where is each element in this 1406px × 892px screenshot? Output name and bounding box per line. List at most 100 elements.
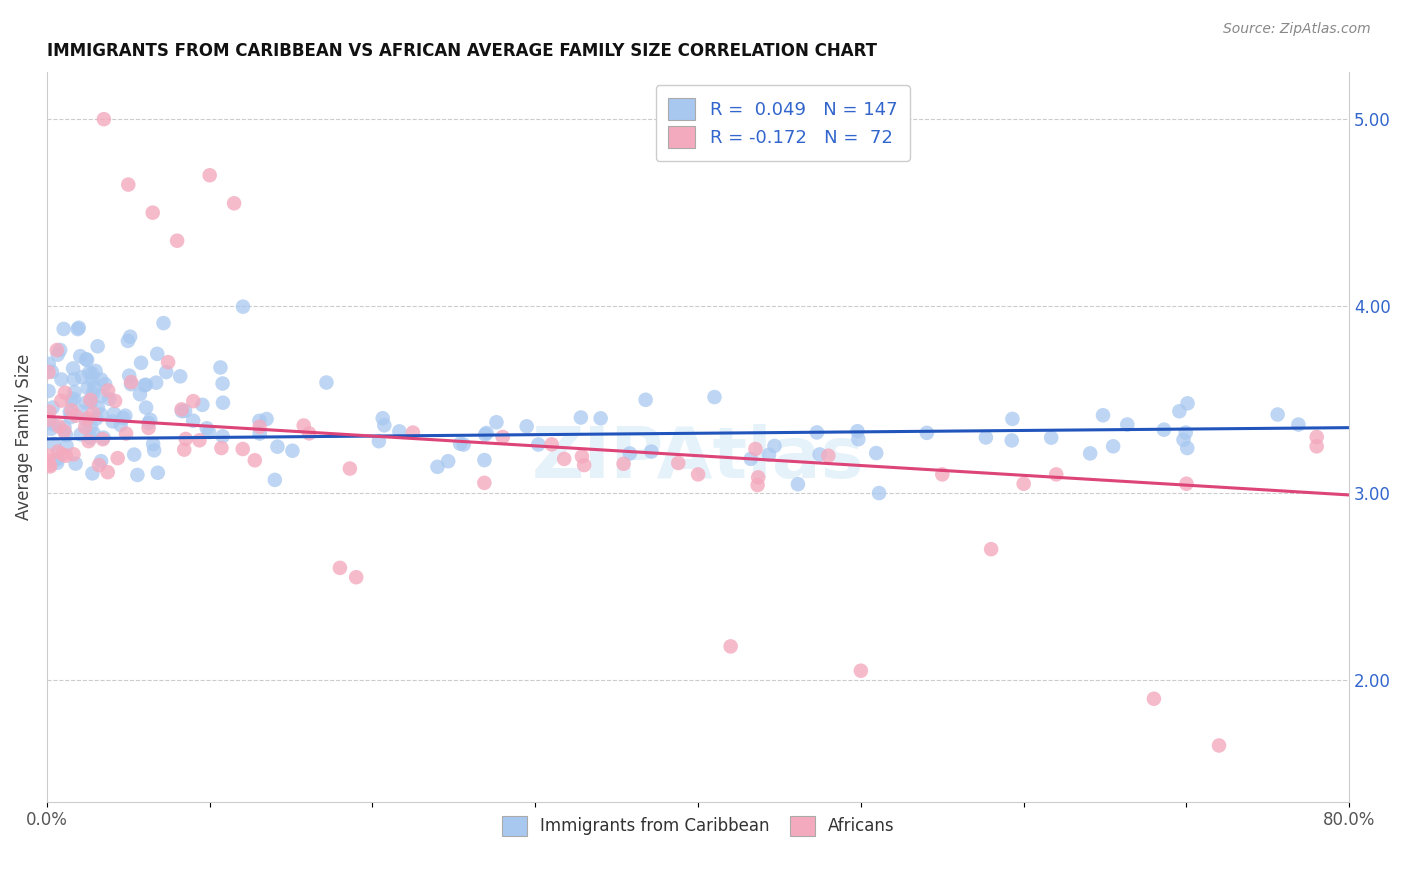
Point [849,664,872,678]
Point [868,486,890,500]
Point [91,432,114,446]
Point [65,457,87,471]
Point [87,458,110,472]
Point [1175,476,1198,491]
Point [82,386,104,401]
Point [93,112,115,127]
Point [139,413,162,427]
Point [59,410,82,425]
Point [80,419,103,434]
Point [373,418,395,433]
Point [46,348,69,362]
Point [90,408,112,422]
Point [437,454,460,468]
Point [1305,430,1327,444]
Point [744,442,766,456]
Point [232,300,254,314]
Point [402,425,425,440]
Point [38,449,60,463]
Point [157,355,180,369]
Point [62,361,84,376]
Point [86,411,108,425]
Point [103,407,125,421]
Point [1153,423,1175,437]
Point [974,430,997,444]
Point [703,390,725,404]
Point [143,443,166,458]
Point [720,640,742,654]
Point [66,322,89,336]
Point [174,432,197,446]
Point [232,442,254,456]
Point [740,451,762,466]
Point [1173,433,1195,447]
Point [52,322,75,336]
Point [117,178,139,192]
Point [449,436,471,450]
Point [60,393,83,408]
Point [38,384,60,398]
Point [46,452,69,467]
Point [42,437,65,451]
Point [195,421,218,435]
Point [266,440,288,454]
Point [619,446,641,460]
Point [104,393,127,408]
Point [112,411,135,425]
Point [747,478,769,492]
Point [49,343,72,357]
Point [492,430,515,444]
Point [475,425,498,440]
Point [1012,476,1035,491]
Point [38,365,60,379]
Point [97,465,120,479]
Point [38,458,60,472]
Point [808,447,831,461]
Point [63,392,86,406]
Point [39,422,62,436]
Point [188,434,211,448]
Point [198,168,221,182]
Point [135,401,157,415]
Point [63,385,86,400]
Text: ZIPAtlas: ZIPAtlas [531,425,865,493]
Point [169,369,191,384]
Point [249,419,271,434]
Point [571,450,593,464]
Point [569,410,592,425]
Point [170,402,193,417]
Point [76,353,98,368]
Point [101,414,124,428]
Point [41,401,63,415]
Point [82,373,104,387]
Point [181,414,204,428]
Point [114,409,136,423]
Point [474,453,496,467]
Point [1174,425,1197,440]
Point [127,467,149,482]
Point [212,395,235,409]
Point [298,426,321,441]
Point [173,442,195,457]
Point [516,419,538,434]
Point [62,447,84,461]
Point [1045,467,1067,482]
Point [145,376,167,390]
Point [51,447,73,461]
Point [170,404,193,418]
Point [209,441,232,455]
Point [60,403,83,417]
Point [806,425,828,440]
Point [134,378,156,392]
Point [1001,412,1024,426]
Point [76,411,98,425]
Point [747,470,769,484]
Text: Source: ZipAtlas.com: Source: ZipAtlas.com [1223,22,1371,37]
Point [1175,441,1198,455]
Point [817,449,839,463]
Point [527,437,550,451]
Point [243,453,266,467]
Point [292,418,315,433]
Point [97,384,120,398]
Point [82,467,104,481]
